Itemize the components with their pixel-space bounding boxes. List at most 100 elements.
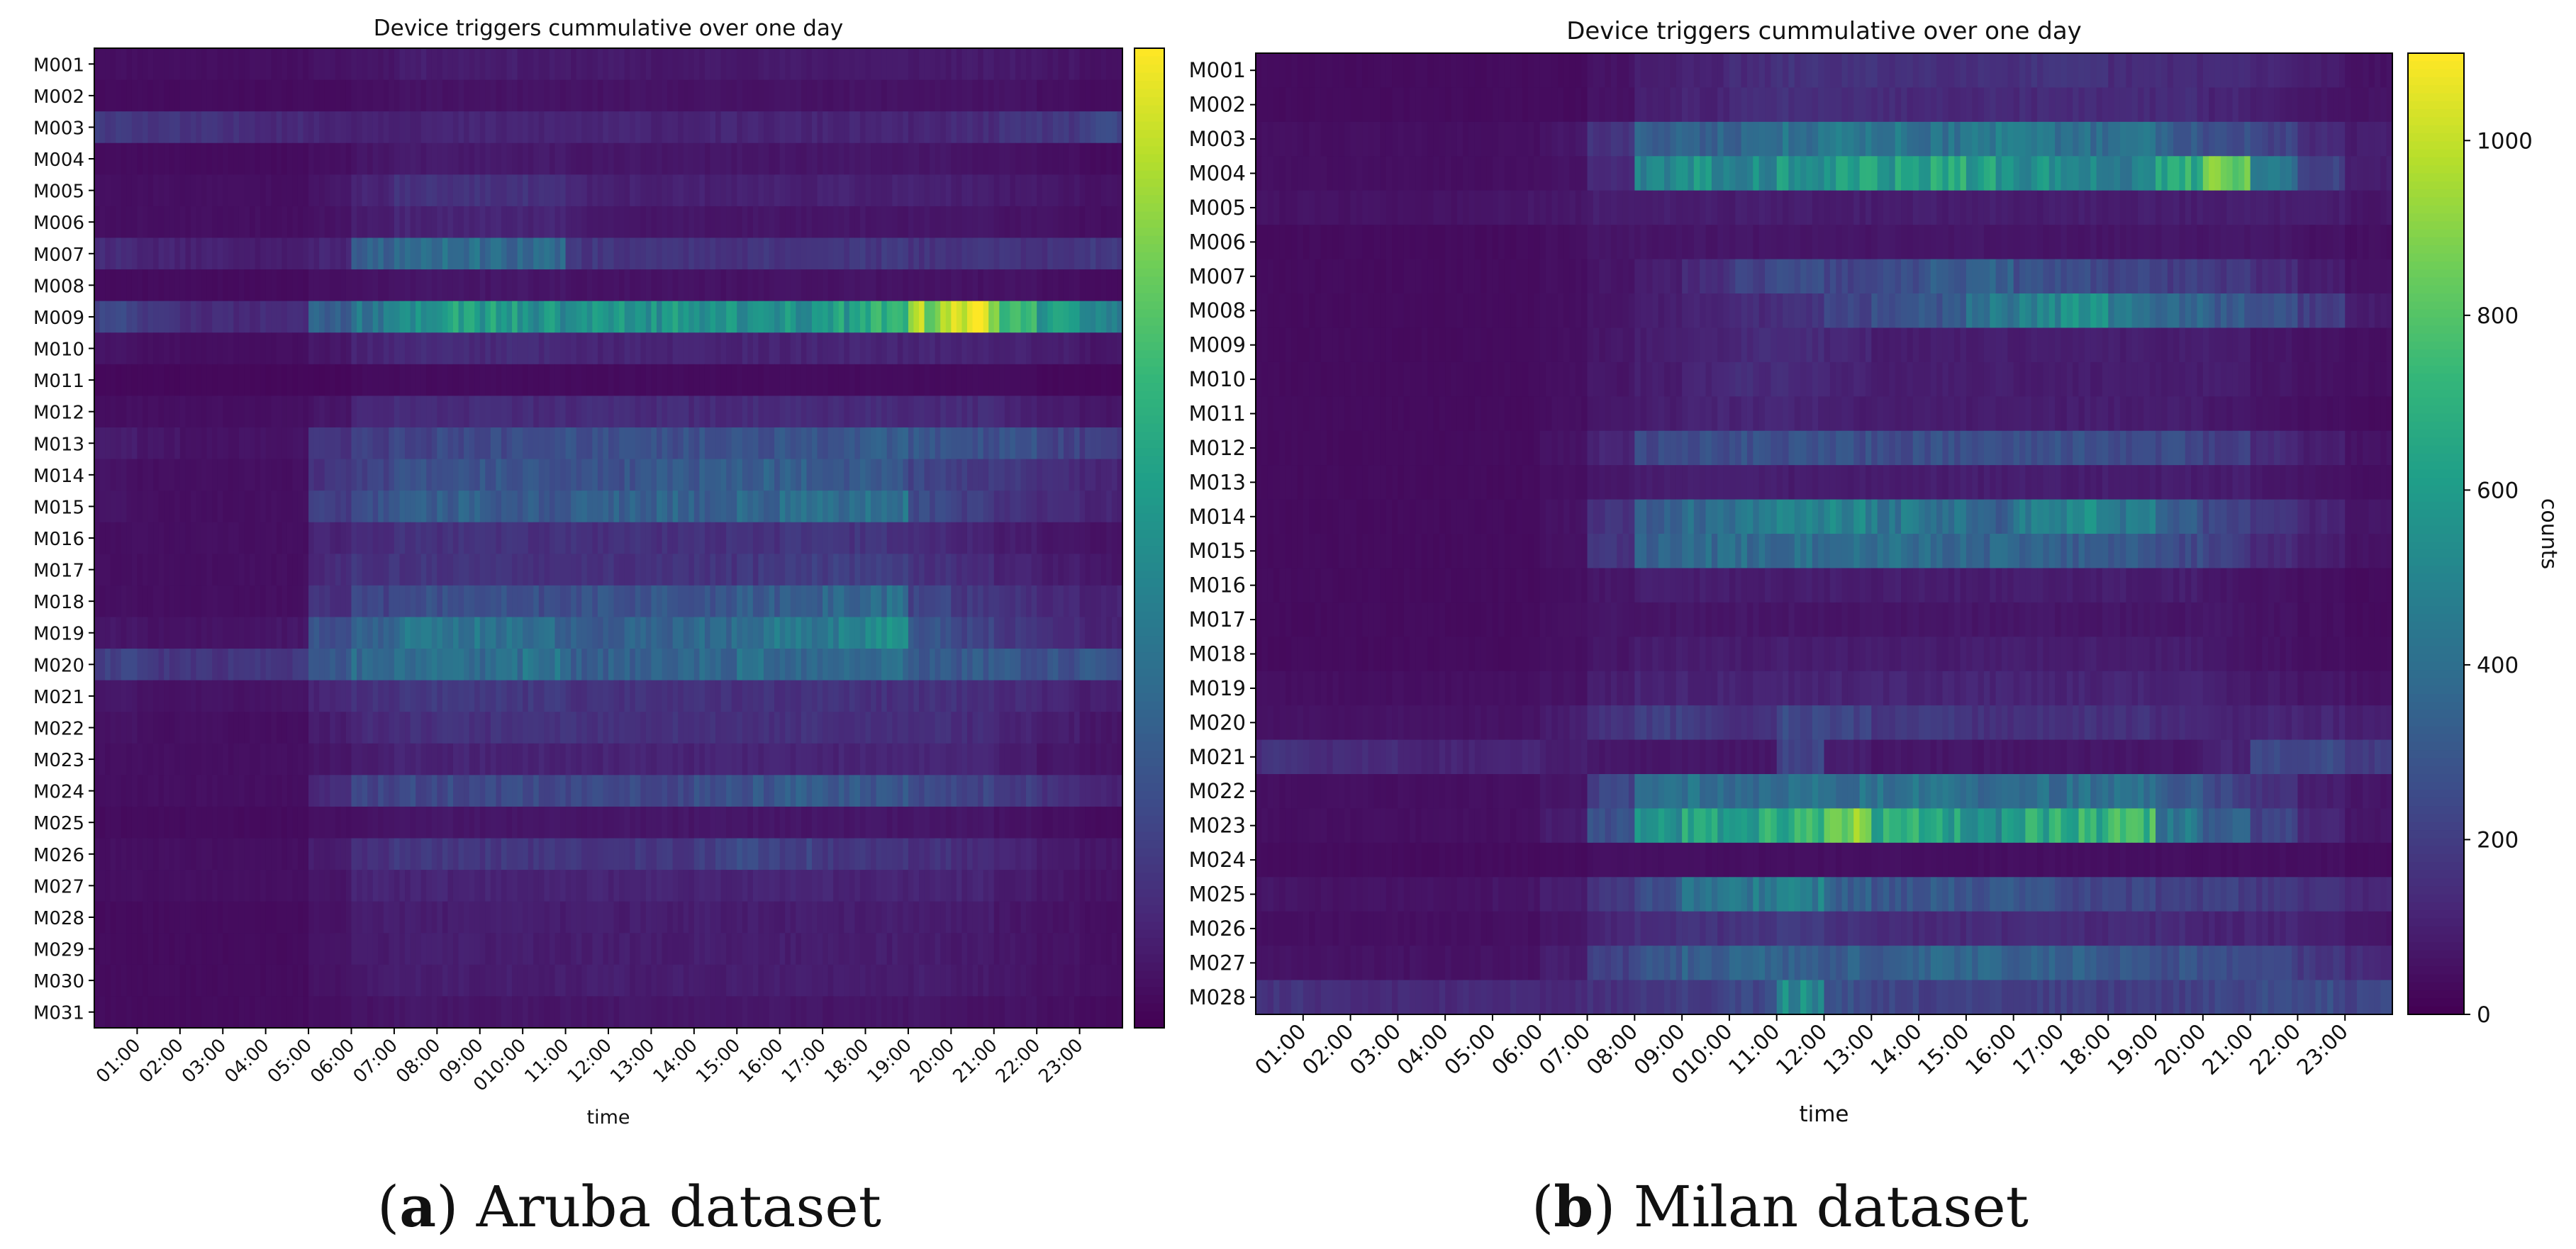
- heatmap-cell: [903, 143, 908, 175]
- heatmap-cell: [823, 839, 828, 870]
- heatmap-cell: [1064, 174, 1069, 206]
- heatmap-cell: [485, 111, 491, 143]
- heatmap-cell: [507, 491, 513, 522]
- heatmap-cell: [298, 80, 303, 112]
- heatmap-cell: [833, 396, 839, 427]
- heatmap-cell: [447, 617, 453, 649]
- heatmap-cell: [737, 712, 742, 744]
- heatmap-cell: [373, 839, 379, 870]
- heatmap-cell: [571, 427, 576, 459]
- heatmap-cell: [699, 586, 705, 617]
- heatmap-cell: [1069, 269, 1074, 301]
- heatmap-cell: [946, 491, 952, 522]
- heatmap-cell: [174, 712, 180, 744]
- heatmap-cell: [239, 712, 245, 744]
- heatmap-cell: [233, 522, 239, 554]
- heatmap-cell: [378, 680, 384, 712]
- heatmap-cell: [839, 680, 844, 712]
- heatmap-cell: [528, 649, 534, 680]
- heatmap-cell: [946, 206, 952, 238]
- heatmap-cell: [399, 744, 405, 775]
- heatmap-cell: [673, 332, 679, 364]
- heatmap-cell: [137, 80, 143, 112]
- heatmap-cell: [999, 775, 1005, 807]
- heatmap-cell: [1058, 680, 1064, 712]
- heatmap-cell: [571, 554, 576, 586]
- heatmap-cell: [854, 143, 860, 175]
- heatmap-cell: [244, 586, 250, 617]
- heatmap-cell: [657, 143, 662, 175]
- heatmap-cell: [662, 586, 668, 617]
- heatmap-cell: [1064, 206, 1069, 238]
- heatmap-cell: [1074, 427, 1080, 459]
- heatmap-cell: [571, 807, 576, 839]
- heatmap-cell: [1015, 807, 1021, 839]
- heatmap-cell: [876, 206, 882, 238]
- heatmap-cell: [919, 586, 925, 617]
- heatmap-cell: [308, 617, 314, 649]
- heatmap-cell: [362, 712, 368, 744]
- heatmap-cell: [518, 206, 523, 238]
- heatmap-cell: [287, 174, 293, 206]
- heatmap-cell: [421, 586, 427, 617]
- heatmap-cell: [105, 427, 111, 459]
- heatmap-cell: [319, 839, 325, 870]
- heatmap-cell: [459, 111, 464, 143]
- heatmap-cell: [453, 617, 459, 649]
- heatmap-cell: [940, 617, 946, 649]
- heatmap-cell: [614, 80, 620, 112]
- heatmap-cell: [233, 332, 239, 364]
- heatmap-cell: [169, 491, 175, 522]
- heatmap-cell: [389, 143, 394, 175]
- heatmap-cell: [587, 174, 593, 206]
- heatmap-cell: [881, 174, 887, 206]
- heatmap-cell: [1047, 427, 1053, 459]
- heatmap-cell: [250, 554, 255, 586]
- heatmap-cell: [174, 80, 180, 112]
- heatmap-cell: [560, 839, 566, 870]
- heatmap-cell: [780, 807, 786, 839]
- heatmap-cell: [737, 459, 742, 491]
- heatmap-cell: [340, 301, 346, 333]
- heatmap-cell: [105, 617, 111, 649]
- heatmap-cell: [662, 617, 668, 649]
- heatmap-cell: [957, 143, 962, 175]
- heatmap-cell: [153, 332, 159, 364]
- heatmap-cell: [630, 807, 635, 839]
- heatmap-cell: [191, 301, 196, 333]
- heatmap-cell: [437, 364, 442, 396]
- heatmap-cell: [598, 649, 603, 680]
- heatmap-cell: [544, 744, 550, 775]
- heatmap-cell: [1005, 206, 1010, 238]
- heatmap-cell: [635, 237, 641, 269]
- heatmap-cell: [581, 554, 587, 586]
- heatmap-cell: [866, 459, 871, 491]
- heatmap-cell: [212, 301, 218, 333]
- heatmap-cell: [876, 237, 882, 269]
- heatmap-cell: [132, 775, 138, 807]
- heatmap-cell: [721, 48, 727, 80]
- heatmap-cell: [218, 586, 223, 617]
- heatmap-cell: [308, 237, 314, 269]
- heatmap-cell: [560, 712, 566, 744]
- heatmap-cell: [758, 206, 764, 238]
- heatmap-cell: [608, 427, 614, 459]
- heatmap-cell: [554, 459, 560, 491]
- heatmap-cell: [737, 807, 742, 839]
- heatmap-cell: [812, 111, 818, 143]
- heatmap-cell: [684, 237, 689, 269]
- heatmap-cell: [908, 143, 914, 175]
- heatmap-cell: [1091, 744, 1096, 775]
- heatmap-cell: [1064, 143, 1069, 175]
- heatmap-cell: [780, 269, 786, 301]
- heatmap-cell: [1005, 775, 1010, 807]
- heatmap-cell: [747, 301, 753, 333]
- heatmap-cell: [961, 586, 967, 617]
- heatmap-cell: [1047, 206, 1053, 238]
- heatmap-cell: [432, 206, 437, 238]
- heatmap-cell: [325, 48, 330, 80]
- heatmap-cell: [571, 712, 576, 744]
- heatmap-cell: [961, 427, 967, 459]
- heatmap-cell: [978, 80, 983, 112]
- heatmap-cell: [1053, 427, 1059, 459]
